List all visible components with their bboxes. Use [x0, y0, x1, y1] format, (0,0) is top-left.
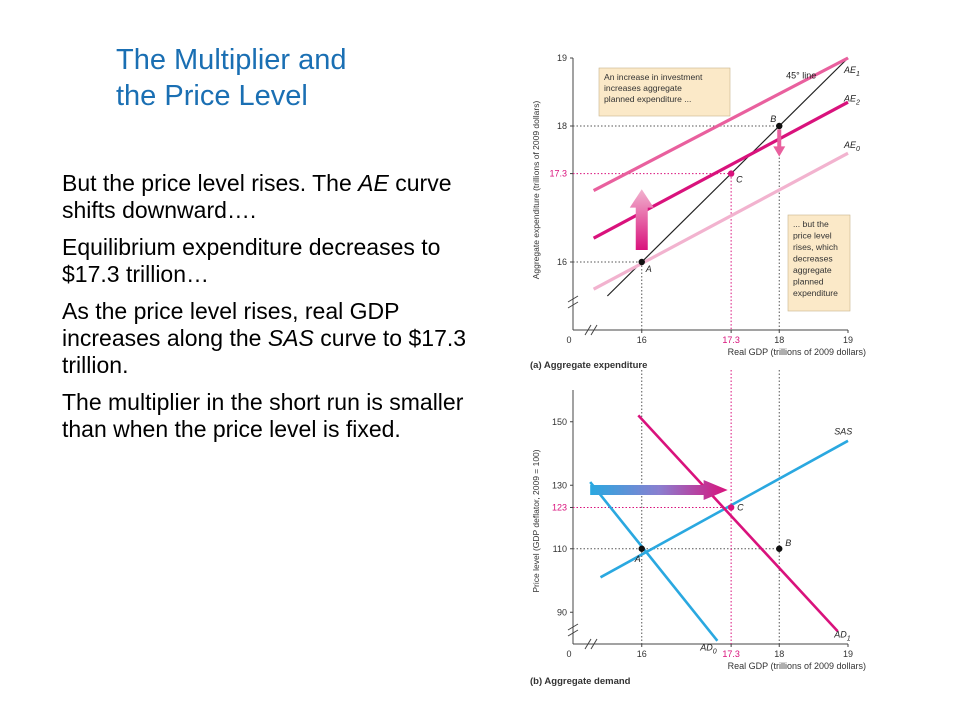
x-tick-label: 0: [566, 649, 571, 659]
y-tick-label: 18: [557, 121, 567, 131]
annotation-investment: An increase in investment increases aggre…: [604, 72, 703, 104]
label-ad1: AD1: [833, 630, 851, 643]
y-axis-break: [567, 623, 579, 637]
label-ad0: AD0: [699, 642, 717, 655]
bullet-2: Equilibrium expenditure decreases to $17…: [62, 234, 492, 288]
point-label-b: B: [770, 114, 776, 124]
label-sas: SAS: [834, 426, 852, 436]
chart-aggregate-expenditure: 16 17.3 18 19 0 16 17.3 18 19 Real GDP (trillions…: [530, 53, 866, 371]
y-tick-label: 16: [557, 257, 567, 267]
point-a: [638, 258, 645, 266]
x-tick-label: 16: [637, 649, 647, 659]
curve-ae1: [592, 56, 849, 193]
bullet-3: As the price level rises, real GDP incre…: [62, 298, 492, 379]
label-ae0: AE0: [843, 140, 860, 153]
y-tick-label: 19: [557, 53, 567, 63]
y-tick-label: 150: [552, 417, 567, 427]
bullet-4-text: The multiplier in the short run is small…: [62, 389, 464, 442]
bullet-list: But the price level rises. The AE curve …: [62, 170, 492, 453]
y-tick-label: 17.3: [549, 169, 567, 179]
y-axis-break: [567, 295, 579, 309]
x-tick-label: 18: [774, 335, 784, 345]
chart-caption: (a) Aggregate expenditure: [530, 360, 647, 371]
slide-title: The Multiplier and the Price Level: [116, 42, 476, 114]
y-tick-label: 90: [557, 607, 567, 617]
y-tick-label: 110: [553, 544, 567, 554]
point-label-c: C: [736, 175, 743, 185]
bullet-4: The multiplier in the short run is small…: [62, 389, 492, 443]
y-axis-title: Aggregate expenditure (trillions of 2009…: [531, 101, 541, 280]
bullet-3-text-b: curve to $17.3 trillion.: [62, 325, 467, 378]
annotation-box-investment: [598, 67, 731, 117]
curve-ad1: [637, 414, 839, 633]
point-a: [638, 545, 645, 552]
arrow-ae-up: [629, 189, 654, 250]
annotation-price-level: ... but the price level rises, which decrea…: [793, 219, 838, 298]
label-ae2: AE2: [843, 94, 860, 107]
slide-title-line-1: The Multiplier and: [116, 44, 347, 76]
point-c: [727, 504, 735, 511]
x-tick-label: 17.3: [722, 649, 740, 659]
x-tick-label: 19: [843, 649, 853, 659]
point-label-a: A: [645, 264, 652, 274]
point-c: [727, 170, 735, 177]
curve-ad0: [589, 481, 719, 642]
x-tick-label: 19: [843, 335, 853, 345]
x-axis-title: Real GDP (trillions of 2009 dollars): [728, 661, 866, 671]
bullet-1: But the price level rises. The AE curve …: [62, 170, 492, 224]
chart-aggregate-demand: 90 110 123 130 150 0 16 17.3 18 19 Real GDP (trill…: [530, 370, 866, 687]
curve-ae0: [592, 151, 849, 291]
arrow-ae-down: [773, 129, 786, 157]
bullet-3-text-a: As the price level rises, real GDP incre…: [62, 298, 400, 351]
arrow-ad-right: [590, 480, 728, 501]
y-axis-title: Price level (GDP deflator, 2009 = 100): [531, 449, 541, 592]
slide-title-line-2: the Price Level: [116, 80, 308, 112]
point-label-b: B: [785, 538, 791, 548]
x-tick-label: 18: [774, 649, 784, 659]
x-axis-title: Real GDP (trillions of 2009 dollars): [728, 347, 866, 357]
label-45-line: 45° line: [786, 70, 816, 80]
bullet-3-term-sas: SAS: [267, 325, 314, 351]
point-label-c: C: [737, 502, 744, 512]
x-tick-label: 17.3: [722, 335, 740, 345]
x-tick-label: 16: [637, 335, 647, 345]
bullet-2-text: Equilibrium expenditure decreases to $17…: [62, 234, 441, 287]
x-tick-label: 0: [566, 335, 571, 345]
label-ae1: AE1: [843, 65, 860, 78]
chart-caption: (b) Aggregate demand: [530, 676, 631, 687]
x-axis-break: [584, 324, 598, 336]
point-b: [776, 122, 783, 130]
line-45-degree: [606, 57, 849, 297]
y-tick-label: 130: [552, 480, 567, 490]
bullet-1-text-a: But the price level rises. The: [62, 170, 359, 196]
bullet-1-term-ae: AE: [358, 170, 389, 196]
point-b: [776, 545, 783, 552]
y-tick-label: 123: [552, 502, 567, 512]
point-label-a: A: [634, 554, 641, 564]
annotation-box-price-level: [787, 214, 851, 312]
x-axis-break: [584, 638, 598, 650]
bullet-1-text-b: curve shifts downward….: [62, 170, 452, 223]
charts-figure: 16 17.3 18 19 0 16 17.3 18 19 Real GDP (trillions…: [530, 53, 866, 687]
